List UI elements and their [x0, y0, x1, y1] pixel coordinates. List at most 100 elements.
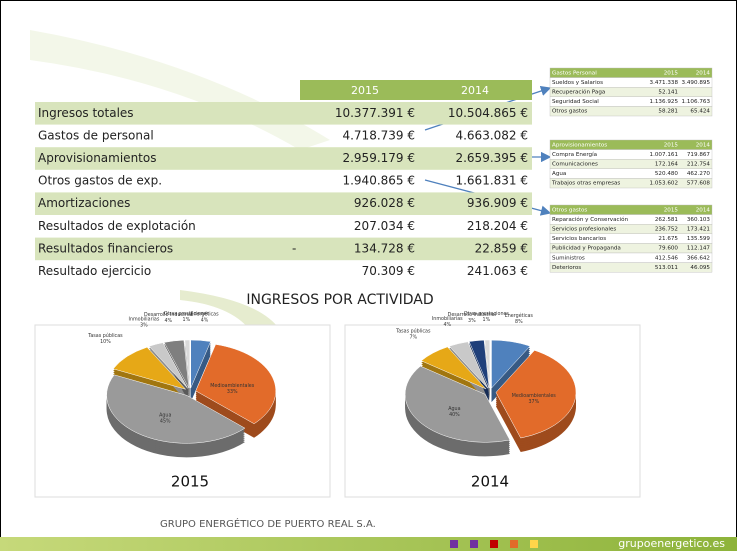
slice-value: 4% [164, 318, 172, 324]
side-cell: 2015 [664, 207, 679, 213]
side-cell: 52.141 [658, 90, 678, 96]
slice-label: Desarrollo Industrial [144, 312, 192, 318]
side-cell: Comunicaciones [552, 162, 598, 168]
pie-slice [484, 339, 491, 389]
square [490, 540, 498, 548]
square [510, 540, 518, 548]
slice-label: Agua [159, 412, 171, 418]
slice-value: 33% [227, 389, 238, 395]
side-cell: Servicios profesionales [552, 227, 616, 233]
side-cell: Aprovisionamientos [552, 142, 607, 148]
side-cell: Servicios bancarios [552, 236, 606, 242]
slice-value: 4% [201, 317, 209, 323]
footer-bar [0, 537, 737, 551]
side-cell: 412.546 [655, 255, 679, 261]
pie-slice [468, 339, 490, 389]
side-cell: Agua [552, 171, 566, 177]
side-row [549, 106, 713, 117]
cell: 207.034 € [354, 219, 415, 233]
slice-label: Energéticas [505, 312, 534, 319]
side-cell: Otros gastos [552, 207, 587, 213]
side-cell: 236.752 [655, 227, 678, 233]
cell: 10.504.865 € [448, 106, 528, 120]
square [530, 540, 538, 548]
row-band [35, 237, 532, 261]
side-cell: Recuperación Paga [552, 89, 605, 96]
pie-slice [112, 346, 187, 390]
pie-slice [163, 339, 190, 389]
side-row [549, 178, 713, 189]
side-cell: 173.421 [687, 227, 711, 233]
column-header: 2015 [351, 84, 379, 97]
side-cell: 462.270 [687, 171, 711, 177]
side-cell: 135.599 [687, 236, 711, 242]
side-cell: Trabajos otras empresas [551, 181, 620, 187]
slice-label: Otras prestaciones [164, 311, 210, 317]
side-cell: 520.480 [655, 171, 679, 177]
side-cell: 1.053.602 [650, 181, 678, 187]
side-cell: 58.281 [658, 109, 678, 115]
slice-value: 3% [468, 318, 476, 324]
cell: 70.309 € [362, 264, 415, 278]
row-label: Gastos de personal [38, 128, 154, 142]
side-cell: Publicidad y Propaganda [552, 246, 621, 252]
cell: 1.940.865 € [342, 174, 415, 188]
pie-slice [420, 346, 487, 390]
pie-slice [495, 350, 577, 439]
pie-slice [195, 344, 276, 425]
pie-slice [184, 339, 191, 389]
side-cell: 1.106.763 [682, 99, 711, 105]
side-cell: 262.581 [655, 217, 679, 223]
row-band [35, 192, 532, 215]
sign: - [292, 241, 296, 255]
slice-value: 8% [515, 319, 523, 325]
cell: 218.204 € [467, 219, 528, 233]
slice-value: 37% [528, 399, 539, 405]
side-cell: 719.867 [687, 152, 711, 158]
pie-slice [106, 374, 246, 444]
pie-slice [190, 339, 212, 389]
slice-label: Energéticas [190, 310, 219, 317]
slice-value: 3% [140, 323, 148, 329]
side-cell: 360.103 [687, 217, 711, 223]
slice-label: Inmobiliarias [129, 317, 160, 323]
side-cell: Suministros [552, 255, 585, 261]
side-cell: 212.754 [687, 162, 711, 168]
header-band [300, 80, 532, 100]
side-cell: 3.471.338 [650, 80, 679, 86]
section-title: INGRESOS POR ACTIVIDAD [246, 292, 433, 308]
row-band [35, 147, 532, 170]
row-label: Aprovisionamientos [38, 151, 156, 165]
row-label: Ingresos totales [38, 106, 134, 120]
side-cell: 112.147 [687, 246, 711, 252]
slice-label: Desarrollo Industrial [448, 312, 496, 318]
slice-value: 45% [160, 418, 171, 424]
cell: 936.909 € [467, 196, 528, 210]
slice-label: Medioambientales [210, 383, 254, 389]
slice-value: 7% [409, 334, 417, 340]
slice-label: Inmobiliarias [432, 316, 463, 322]
cell: 2.959.179 € [342, 151, 415, 165]
chart-title: 2014 [471, 473, 509, 491]
cell: 1.661.831 € [455, 174, 528, 188]
side-cell: 172.164 [655, 162, 679, 168]
footer-website: grupoenergetico.es [618, 537, 725, 550]
side-cell: Seguridad Social [552, 99, 599, 105]
side-cell: Deterioros [552, 265, 581, 271]
slice-label: Tasas públicas [87, 332, 123, 339]
side-cell: Reparación y Conservación [552, 216, 629, 223]
row-label: Resultados financieros [38, 241, 173, 255]
column-header: 2014 [461, 84, 489, 97]
pie-slice [448, 341, 489, 389]
cell: 134.728 € [354, 241, 415, 255]
chart-title: 2015 [171, 473, 209, 491]
cell: 10.377.391 € [335, 106, 415, 120]
slice-value: 1% [483, 317, 491, 323]
side-row [549, 262, 713, 273]
side-cell: 1.007.161 [650, 152, 679, 158]
side-cell: 21.675 [658, 236, 678, 242]
side-cell: 2015 [664, 70, 679, 76]
cell: 241.063 € [467, 264, 528, 278]
slice-value: 1% [183, 317, 191, 323]
